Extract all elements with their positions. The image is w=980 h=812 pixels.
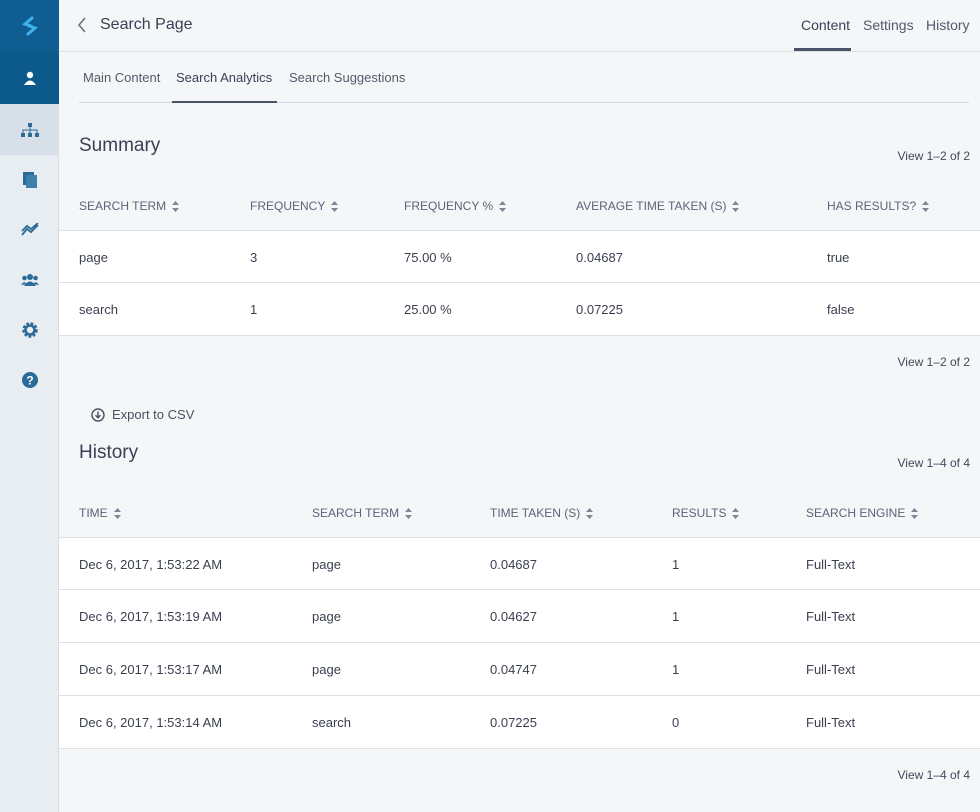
settings-nav[interactable]: [0, 305, 59, 355]
column-header[interactable]: FREQUENCY: [250, 199, 339, 213]
column-header-label: FREQUENCY: [250, 199, 326, 213]
page-title: Search Page: [100, 16, 193, 33]
column-header[interactable]: AVERAGE TIME TAKEN (S): [576, 199, 740, 213]
reports-nav[interactable]: [0, 205, 59, 255]
table-cell: 0.04687: [576, 250, 623, 265]
users-nav[interactable]: [0, 255, 59, 305]
table-cell: 3: [250, 250, 258, 265]
table-cell: 0.07225: [576, 302, 623, 317]
column-header-label: AVERAGE TIME TAKEN (S): [576, 199, 727, 213]
column-header-label: TIME: [79, 506, 108, 520]
table-cell: 0: [672, 715, 680, 730]
svg-text:?: ?: [26, 374, 33, 388]
subtab[interactable]: Search Analytics: [176, 70, 273, 85]
tab[interactable]: History: [926, 17, 970, 33]
table-cell: 1: [672, 557, 680, 572]
column-header[interactable]: TIME: [79, 506, 121, 520]
user-nav[interactable]: [0, 52, 59, 104]
table-cell: 0.04747: [490, 662, 537, 677]
subtab-underline: [172, 101, 277, 103]
table-cell: false: [827, 302, 855, 317]
table-cell: Dec 6, 2017, 1:53:14 AM: [79, 715, 223, 730]
column-header[interactable]: HAS RESULTS?: [827, 199, 930, 213]
table-cell: 1: [672, 662, 680, 677]
tab[interactable]: Content: [801, 17, 851, 33]
table-cell: page: [312, 609, 341, 624]
section-title: History: [79, 442, 139, 463]
table-cell: 0.04687: [490, 557, 537, 572]
column-header[interactable]: SEARCH TERM: [312, 506, 413, 520]
table-cell: 25.00 %: [404, 302, 452, 317]
section-title: Summary: [79, 135, 161, 156]
column-header-label: RESULTS: [672, 506, 727, 520]
pagination-count: View 1–2 of 2: [897, 149, 971, 163]
table-cell: Full-Text: [806, 557, 856, 572]
table-cell: page: [79, 250, 108, 265]
table-cell: Full-Text: [806, 662, 856, 677]
table-cell: Dec 6, 2017, 1:53:17 AM: [79, 662, 223, 677]
table-cell: Full-Text: [806, 715, 856, 730]
column-header-label: SEARCH ENGINE: [806, 506, 906, 520]
table-cell: 1: [672, 609, 680, 624]
column-header-label: TIME TAKEN (S): [490, 506, 581, 520]
header: Search Page Content Settings History: [59, 0, 980, 52]
sitemap-nav[interactable]: [0, 104, 59, 155]
back-button[interactable]: [77, 17, 87, 33]
table-cell: 0.04627: [490, 609, 537, 624]
table-cell: Dec 6, 2017, 1:53:22 AM: [79, 557, 223, 572]
table-cell: page: [312, 557, 341, 572]
table-cell: 1: [250, 302, 258, 317]
column-header-label: SEARCH TERM: [312, 506, 400, 520]
subtab[interactable]: Search Suggestions: [289, 70, 406, 85]
table-cell: search: [79, 302, 119, 317]
table-row: search 1 25.00 % 0.07225 false: [59, 283, 980, 336]
pages-nav[interactable]: [0, 155, 59, 205]
column-header-label: SEARCH TERM: [79, 199, 167, 213]
pagination-count: View 1–2 of 2: [897, 355, 971, 369]
column-header-label: FREQUENCY %: [404, 199, 494, 213]
column-header-label: HAS RESULTS?: [827, 199, 917, 213]
column-header[interactable]: TIME TAKEN (S): [490, 506, 594, 520]
table-row: page 3 75.00 % 0.04687 true: [59, 230, 980, 283]
pagination-count: View 1–4 of 4: [897, 456, 971, 470]
sidebar: ?: [0, 0, 59, 812]
subtab-divider: [79, 102, 969, 103]
help-nav[interactable]: ?: [0, 355, 59, 405]
table-cell: true: [827, 250, 850, 265]
table-row: Dec 6, 2017, 1:53:14 AM search 0.07225 0 Ful…: [59, 696, 980, 749]
table-row: Dec 6, 2017, 1:53:17 AM page 0.04747 1 Full-…: [59, 643, 980, 696]
column-header[interactable]: FREQUENCY %: [404, 199, 507, 213]
column-header[interactable]: SEARCH ENGINE: [806, 506, 919, 520]
table-row: Dec 6, 2017, 1:53:19 AM page 0.04627 1 Full-…: [59, 590, 980, 643]
export-button[interactable]: Export to CSV: [91, 407, 194, 422]
table-cell: Dec 6, 2017, 1:53:19 AM: [79, 609, 223, 624]
table-cell: 75.00 %: [404, 250, 452, 265]
table-row: Dec 6, 2017, 1:53:22 AM page 0.04687 1 Full-…: [59, 537, 980, 590]
column-header[interactable]: SEARCH TERM: [79, 199, 180, 213]
export-label: Export to CSV: [112, 407, 195, 422]
tab-underline: [794, 48, 851, 51]
logo[interactable]: [0, 0, 59, 52]
pagination-count: View 1–4 of 4: [897, 768, 971, 782]
table-cell: Full-Text: [806, 609, 856, 624]
column-header[interactable]: RESULTS: [672, 506, 740, 520]
table-cell: search: [312, 715, 352, 730]
table-cell: 0.07225: [490, 715, 537, 730]
tab[interactable]: Settings: [863, 17, 914, 33]
subtab[interactable]: Main Content: [83, 70, 161, 85]
table-cell: page: [312, 662, 341, 677]
